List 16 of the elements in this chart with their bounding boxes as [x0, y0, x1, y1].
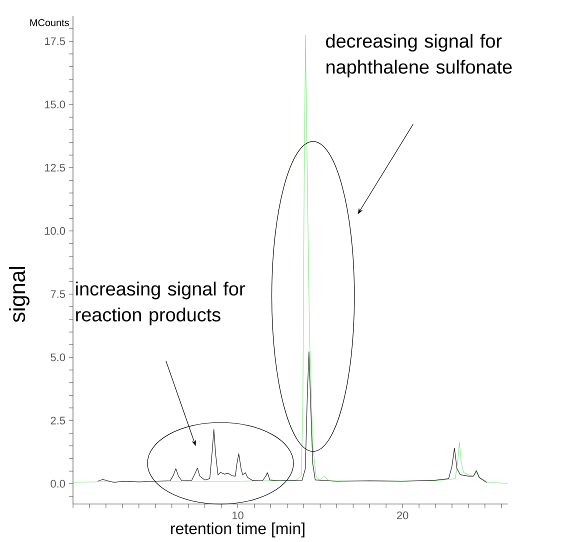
- x-axis-title: retention time [min]: [171, 522, 304, 538]
- annotation: decreasing signal for naphthalene sulfonate: [326, 34, 512, 78]
- line-series: [97, 351, 487, 483]
- y-tick-label: 0.0: [50, 480, 66, 488]
- x-tick-label: 20: [397, 512, 408, 520]
- y-tick-label: 17.5: [44, 37, 66, 46]
- y-tick-label: 5.0: [50, 353, 66, 362]
- x-tick-label: 10: [232, 512, 244, 520]
- y-tick-label: 7.5: [50, 290, 66, 298]
- text: MCounts: [30, 19, 69, 26]
- y-tick-label: 12.5: [44, 164, 66, 172]
- y-axis-title: signal: [9, 266, 30, 322]
- annotation: increasing signal for reaction products: [76, 282, 245, 326]
- y-tick-label: 2.5: [50, 416, 66, 424]
- y-tick-label: 10.0: [44, 227, 66, 235]
- y-tick-label: 15.0: [44, 100, 66, 108]
